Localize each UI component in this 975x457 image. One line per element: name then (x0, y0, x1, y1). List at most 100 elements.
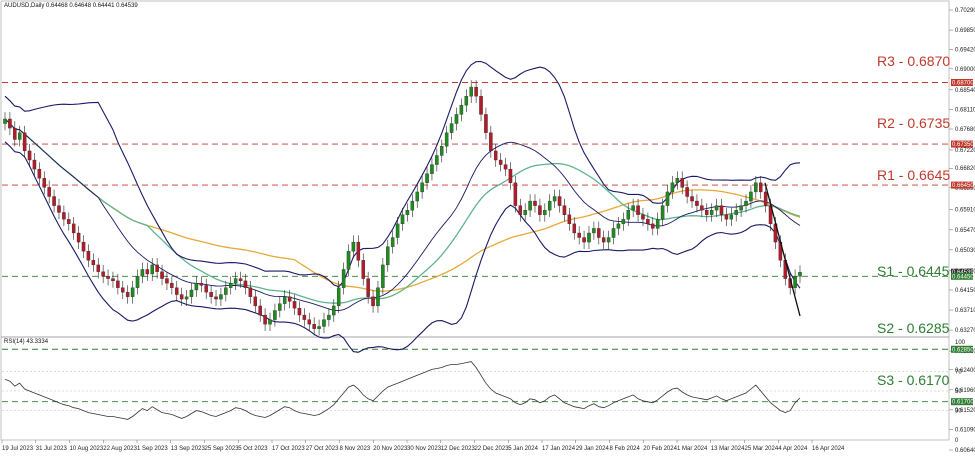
candle-body (17, 132, 22, 140)
y-tick-label: 0.69000 (955, 67, 975, 73)
candle-body (454, 114, 459, 124)
x-tick-label: 19 Jul 2023 (2, 446, 34, 452)
candle-body (224, 287, 228, 295)
candle-body (798, 272, 802, 277)
x-tick-label: 20 Nov 2023 (373, 446, 408, 452)
ma-mid-line (4, 118, 801, 304)
x-tick-label: 13 Mar 2024 (711, 446, 745, 452)
candle-body (729, 214, 734, 220)
x-tick-label: 5 Oct 2023 (238, 446, 268, 452)
r2-tag-bg (951, 140, 973, 148)
candle-body (121, 287, 125, 293)
x-tick-label: 1 Sep 2023 (137, 446, 168, 452)
current-price-tag-bg (951, 268, 973, 276)
candle-body (400, 214, 405, 225)
candle-body (695, 200, 699, 206)
y-tick-label: 0.62400 (955, 368, 975, 374)
candle-body (3, 118, 7, 124)
candle-body (282, 296, 287, 304)
y-tick-label: 0.60640 (955, 448, 975, 452)
x-tick-label: 29 Jan 2024 (576, 446, 610, 452)
candle-body (611, 228, 616, 238)
y-tick-label: 0.69850 (955, 28, 975, 34)
candle-body (464, 96, 469, 106)
candle-body (690, 196, 694, 202)
candle-body (641, 214, 645, 220)
candle-body (415, 191, 419, 202)
candle-body (714, 205, 719, 211)
candle-body (754, 182, 758, 193)
y-tick-label: 0.63270 (955, 328, 975, 334)
x-tick-label: 1 Mar 2024 (677, 446, 708, 452)
candle-body (268, 319, 272, 325)
candle-body (27, 150, 32, 161)
s1-tag: 0.64450 (952, 274, 974, 280)
candle-body (636, 205, 640, 215)
candle-body (175, 287, 179, 295)
candle-body (665, 191, 670, 206)
candle-body (597, 228, 601, 238)
candle-body (111, 278, 115, 282)
candle-body (86, 251, 91, 261)
x-tick-label: 25 Mar 2024 (745, 446, 779, 452)
candle-body (292, 301, 297, 309)
candle-body (386, 246, 390, 266)
s2-tag: 0.62850 (952, 347, 974, 353)
candle-body (42, 178, 47, 188)
candle-body (214, 296, 218, 300)
candle-body (381, 264, 385, 288)
rsi-tick-label: 30 (955, 409, 962, 415)
candle-body (76, 232, 81, 243)
r1-tag: 0.66450 (952, 183, 974, 189)
main-header: AUDUSD,Daily 0.64468 0.64648 0.64441 0.6… (4, 3, 138, 9)
bollinger-middle (4, 118, 801, 312)
candle-body (199, 282, 204, 286)
candle-body (469, 86, 473, 97)
candle-body (366, 278, 370, 297)
s3-tag: 0.61700 (952, 400, 974, 406)
candle-body (189, 289, 194, 297)
candle-body (547, 200, 552, 211)
y-tick-label: 0.66820 (955, 166, 975, 172)
candle-body (32, 159, 37, 170)
rsi-tick-label: 50 (955, 389, 962, 395)
candle-body (125, 292, 130, 297)
rsi-header: RSI(14) 43.3334 (4, 339, 49, 345)
candle-body (582, 237, 586, 243)
candle-body (763, 191, 768, 206)
candle-body (513, 182, 518, 206)
candle-body (533, 200, 537, 206)
candle-body (601, 237, 606, 243)
candle-body (719, 205, 724, 215)
y-tick-label: 0.61090 (955, 428, 975, 434)
candle-body (312, 324, 316, 329)
candle-body (700, 205, 704, 211)
candle-body (302, 314, 307, 320)
candle-body (587, 232, 591, 243)
candle-body (724, 214, 729, 220)
candle-body (734, 210, 738, 215)
y-tick-label: 0.65910 (955, 208, 975, 214)
x-tick-label: 8 Nov 2023 (340, 446, 371, 452)
candle-body (606, 237, 611, 243)
candle-body (660, 205, 665, 220)
candle-body (332, 305, 336, 316)
x-tick-label: 16 Apr 2024 (812, 446, 845, 452)
candle-body (8, 118, 12, 129)
candle-body (680, 178, 684, 188)
candle-body (194, 282, 199, 291)
candle-body (219, 294, 223, 300)
x-tick-label: 10 Aug 2023 (70, 446, 104, 452)
x-tick-label: 22 Dec 2023 (475, 446, 510, 452)
candle-body (592, 228, 596, 234)
candle-body (52, 196, 56, 206)
x-tick-label: 17 Jan 2024 (542, 446, 576, 452)
candle-body (307, 319, 312, 325)
r3-tag: 0.68700 (952, 81, 974, 87)
candle-body (263, 314, 267, 325)
candle-body (567, 214, 572, 225)
candle-body (616, 223, 621, 229)
candle-body (493, 150, 498, 161)
